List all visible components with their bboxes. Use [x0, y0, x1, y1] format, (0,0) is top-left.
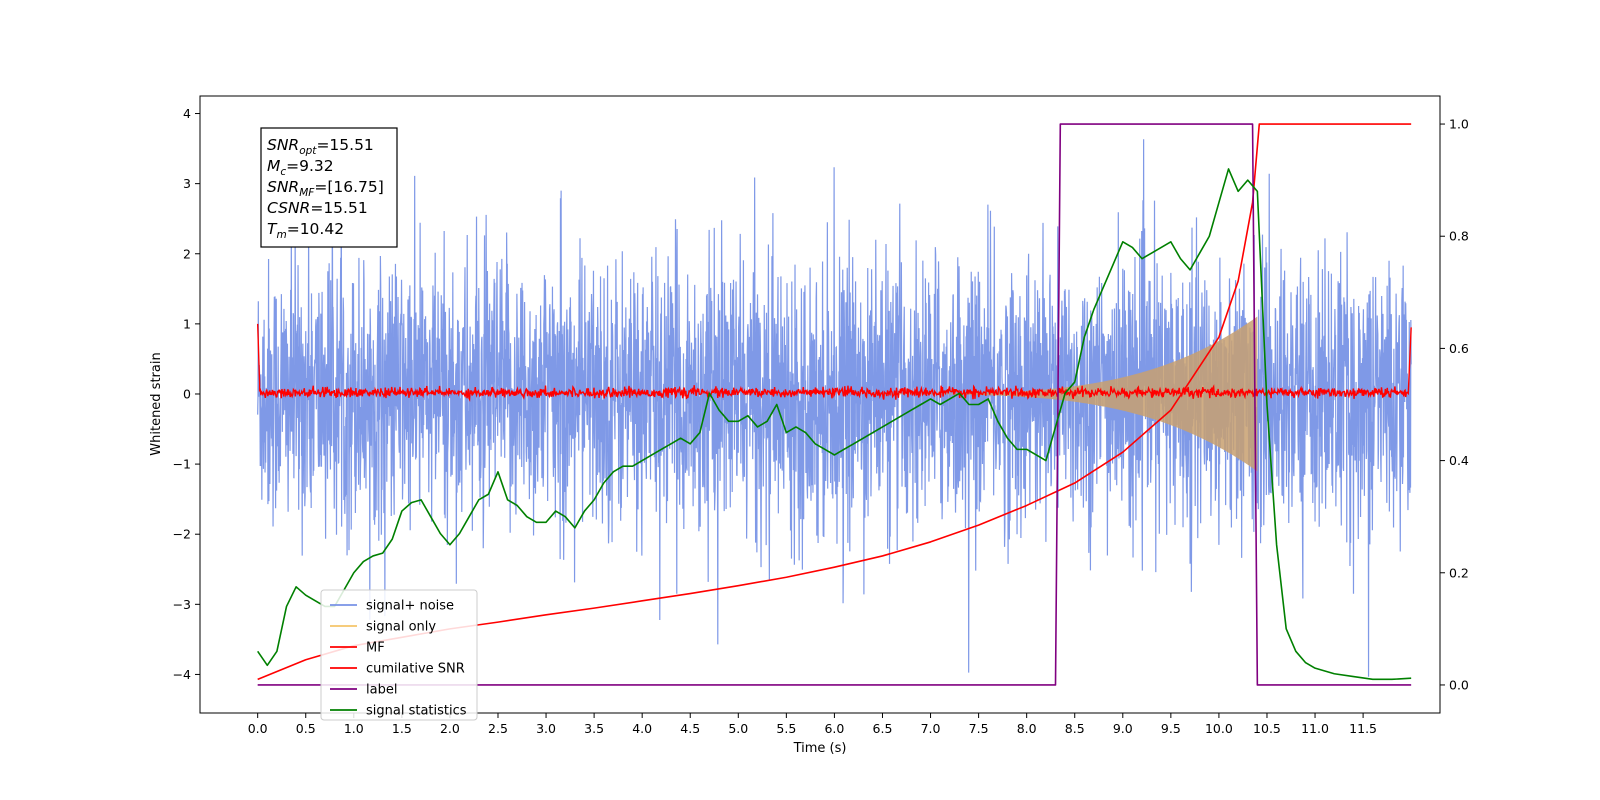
legend-label: cumilative SNR	[366, 662, 465, 677]
x-tick-label: 0.5	[296, 721, 316, 736]
x-tick-label: 10.0	[1205, 721, 1233, 736]
y-tick-label-left: −3	[173, 597, 191, 612]
legend-label: signal statistics	[366, 704, 467, 719]
y-tick-label-left: 1	[183, 316, 191, 331]
y-tick-label-left: 3	[183, 176, 191, 191]
plot-frame	[199, 95, 1441, 714]
label-line	[257, 123, 1412, 686]
info-line: CSNR=15.51	[267, 199, 368, 217]
y-tick-label-left: 4	[183, 106, 191, 121]
y-axis-left: 4 3 2 1 0 −1 −2 −3 −4	[173, 106, 200, 682]
y-tick-label-right: 0.6	[1449, 341, 1469, 356]
legend: signal+ noise signal only MF cumilative SNR…	[320, 589, 478, 721]
x-tick-label: 4.0	[632, 721, 652, 736]
x-tick-label: 1.5	[392, 721, 412, 736]
info-box: SNRopt=15.51Mc=9.32SNRMF=[16.75]CSNR=15.…	[260, 127, 398, 248]
y-tick-label-right: 0.0	[1449, 677, 1469, 692]
x-tick-label: 5.5	[776, 721, 796, 736]
x-tick-label: 3.5	[584, 721, 604, 736]
x-tick-label: 8.5	[1065, 721, 1085, 736]
x-tick-label: 5.0	[728, 721, 748, 736]
x-tick-label: 11.5	[1349, 721, 1377, 736]
signal-statistics-line	[257, 168, 1412, 681]
info-line: Tm=10.42	[267, 220, 344, 241]
legend-label: MF	[366, 641, 385, 656]
x-axis-label: Time (s)	[793, 741, 847, 756]
x-tick-label: 1.0	[344, 721, 364, 736]
y-tick-label-left: −1	[173, 457, 191, 472]
x-tick-label: 8.0	[1017, 721, 1037, 736]
x-tick-label: 0.0	[248, 721, 268, 736]
legend-label: signal only	[366, 620, 436, 635]
x-tick-label: 6.0	[824, 721, 844, 736]
x-tick-label: 2.5	[488, 721, 508, 736]
y-axis-label-left: Whitened strain	[149, 352, 164, 455]
mf-series	[256, 323, 1412, 402]
x-tick-label: 10.5	[1253, 721, 1281, 736]
y-tick-label-right: 0.8	[1449, 229, 1469, 244]
legend-label: signal+ noise	[366, 599, 454, 614]
y-tick-label-left: −2	[173, 527, 191, 542]
legend-label: label	[366, 683, 397, 698]
info-line: SNRopt=15.51	[267, 136, 374, 157]
y-tick-label-left: −4	[173, 667, 191, 682]
y-tick-label-right: 0.4	[1449, 453, 1469, 468]
x-tick-label: 2.0	[440, 721, 460, 736]
x-tick-label: 3.0	[536, 721, 556, 736]
y-axis-right: 1.0 0.8 0.6 0.4 0.2 0.0	[1440, 117, 1469, 692]
y-tick-label-right: 1.0	[1449, 117, 1469, 132]
info-line: Mc=9.32	[267, 157, 334, 178]
x-tick-label: 6.5	[873, 721, 893, 736]
y-tick-label-left: 0	[183, 386, 191, 401]
x-tick-label: 7.5	[969, 721, 989, 736]
x-tick-label: 4.5	[680, 721, 700, 736]
x-tick-label: 9.0	[1113, 721, 1133, 736]
x-axis: 0.0 0.5 1.0 1.5 2.0 2.5 3.0 3.5 4.0 4.5 5.0 5.5 6.0 6…	[248, 713, 1377, 736]
x-tick-label: 7.0	[921, 721, 941, 736]
info-line: SNRMF=[16.75]	[267, 178, 384, 199]
y-tick-label-right: 0.2	[1449, 565, 1469, 580]
mf-line	[256, 323, 1412, 402]
y-tick-label-left: 2	[183, 246, 191, 261]
x-tick-label: 11.0	[1301, 721, 1329, 736]
x-tick-label: 9.5	[1161, 721, 1181, 736]
